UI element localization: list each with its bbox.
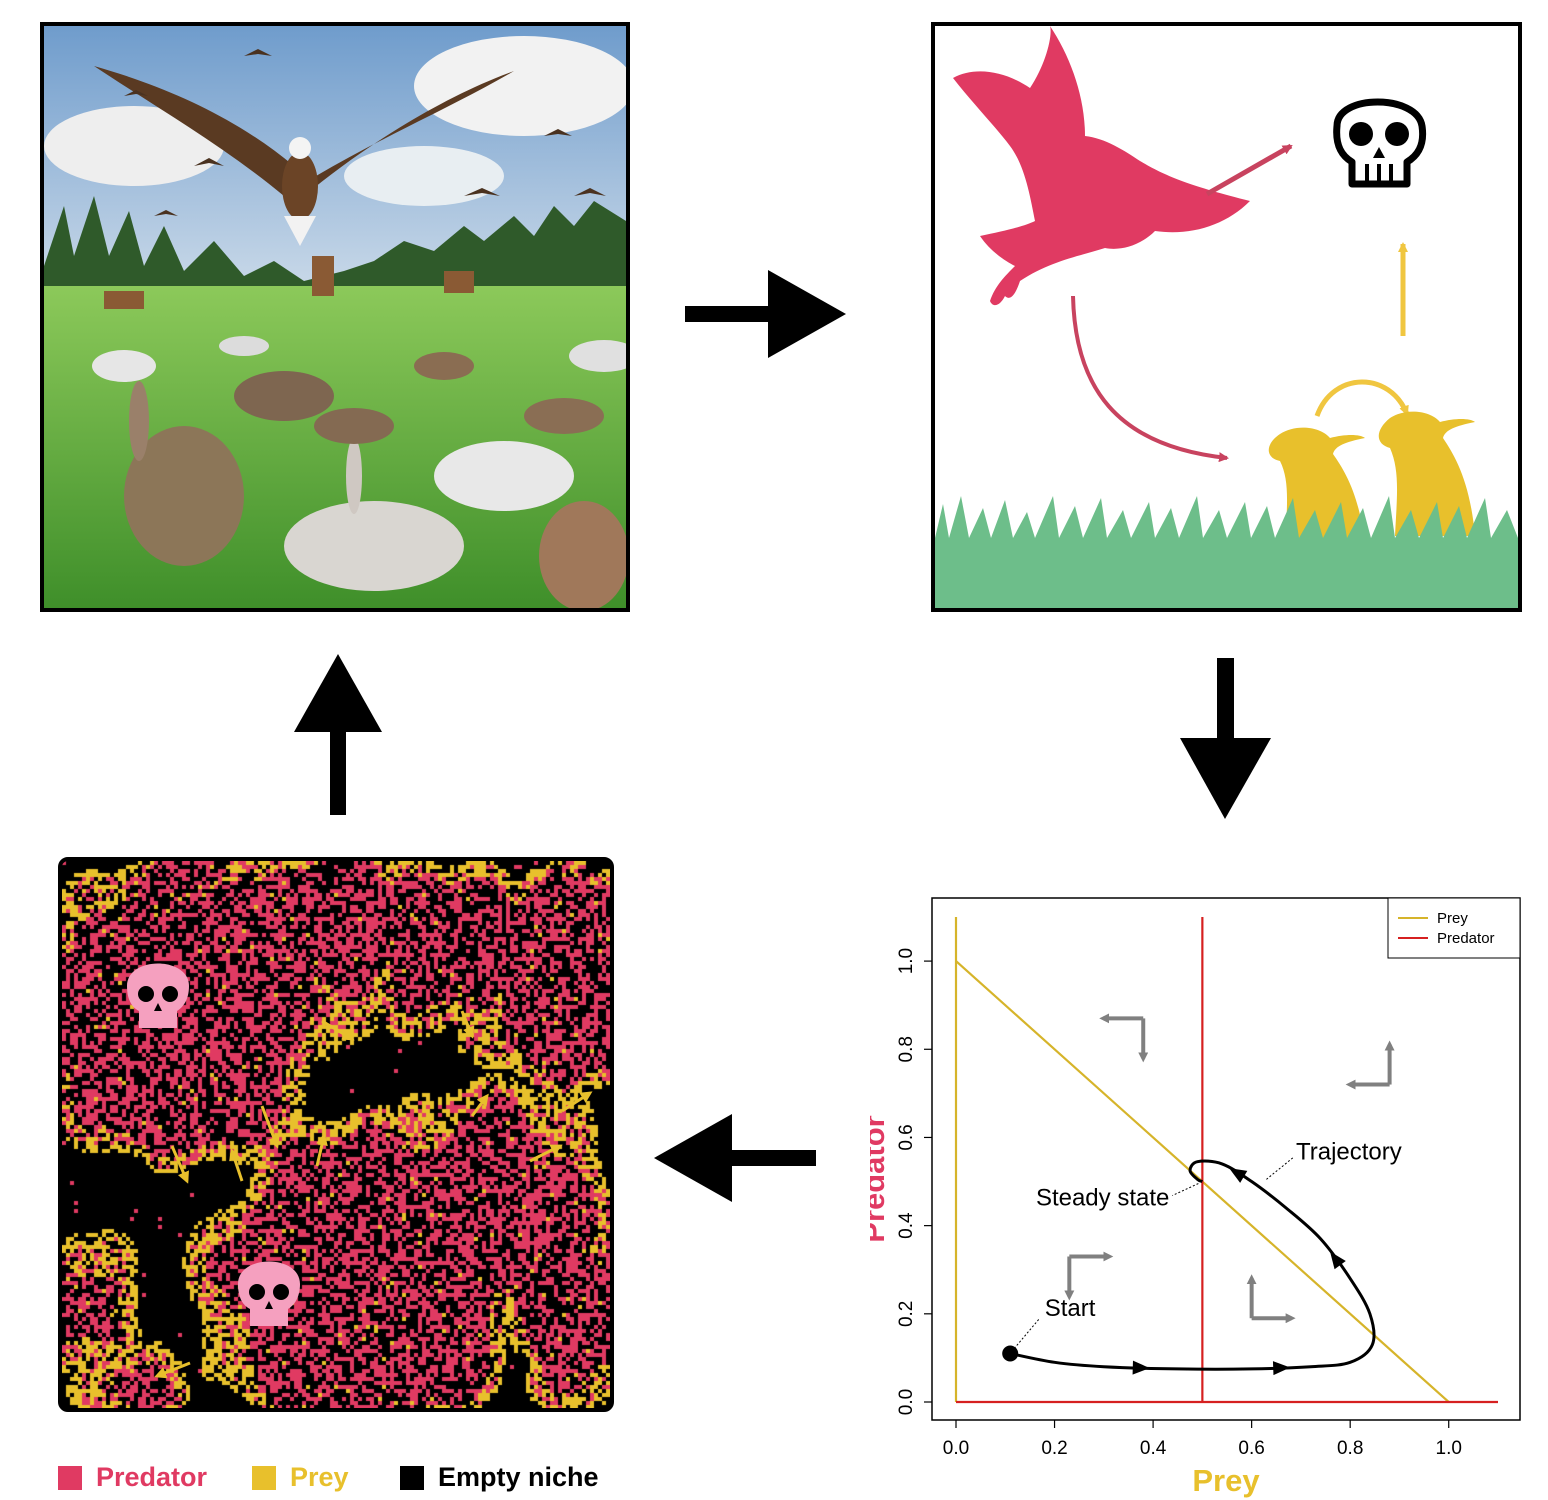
x-tick-label: 0.8 — [1337, 1438, 1363, 1459]
trajectory-direction-arrow — [1229, 1168, 1248, 1183]
interaction-schematic — [931, 22, 1522, 612]
trajectory-direction-arrow — [1272, 1361, 1291, 1376]
prey-swatch — [252, 1465, 276, 1490]
y-tick-label: 0.2 — [896, 1301, 917, 1327]
predation-arrow — [1071, 295, 1229, 463]
eagles-rabbits-photo — [40, 22, 630, 612]
skull-icon — [238, 1261, 300, 1326]
lattice-simulation — [58, 857, 614, 1412]
x-tick-label: 0.2 — [1041, 1438, 1067, 1459]
lattice-canvas — [62, 861, 610, 1408]
chart-legend-label: Predator — [1437, 930, 1495, 947]
rabbit-herd — [92, 336, 626, 608]
prey-reproduction-arrow — [1314, 379, 1410, 417]
trajectory-leader — [1266, 1156, 1294, 1180]
x-tick-label: 0.6 — [1238, 1438, 1264, 1459]
start-label: Start — [1045, 1295, 1096, 1322]
expansion-arrows — [154, 1010, 593, 1379]
y-tick-label: 0.6 — [896, 1124, 917, 1150]
trajectory-line — [1009, 1159, 1376, 1371]
eagle-icon — [953, 26, 1250, 306]
legend-prey: Prey — [252, 1462, 349, 1493]
lattice-overlay — [127, 963, 593, 1379]
flow-arrow-up — [294, 654, 382, 815]
y-axis-label: Predator — [870, 1115, 891, 1242]
eagle-figure — [94, 66, 514, 246]
skull-icon — [1333, 98, 1427, 188]
x-tick-label: 0.4 — [1140, 1438, 1167, 1459]
trajectory-label: Trajectory — [1296, 1138, 1402, 1165]
legend-empty-label: Empty niche — [438, 1462, 599, 1492]
lattice-legend: Predator Prey Empty niche — [58, 1462, 658, 1498]
y-tick-label: 1.0 — [896, 948, 917, 974]
rabbit-icon — [1268, 411, 1475, 546]
legend-prey-label: Prey — [290, 1462, 349, 1492]
x-axis-label: Prey — [1192, 1463, 1260, 1498]
start-leader — [1013, 1317, 1041, 1349]
empty-swatch — [400, 1465, 424, 1490]
trajectory-direction-arrow — [1132, 1360, 1150, 1375]
meadow-illustration — [44, 26, 626, 608]
deer-figures — [104, 256, 474, 309]
start-point — [1002, 1345, 1019, 1362]
x-tick-label: 0.0 — [943, 1438, 969, 1459]
chart-legend-label: Prey — [1437, 910, 1468, 927]
predator-death-arrow — [1205, 143, 1293, 197]
y-tick-label: 0.0 — [896, 1389, 917, 1415]
predator-swatch — [58, 1465, 82, 1490]
y-tick-label: 0.8 — [896, 1036, 917, 1062]
phase-plane-chart: 0.0 0.2 0.4 0.6 0.8 1.0 0.0 0.2 0.4 0.6 0.8 1.0 Prey… — [870, 880, 1548, 1500]
phase-plane-svg: 0.0 0.2 0.4 0.6 0.8 1.0 0.0 0.2 0.4 0.6 0.8 1.0 Prey… — [870, 897, 1521, 1498]
plot-frame — [931, 897, 1521, 1421]
steady-state-label: Steady state — [1036, 1185, 1169, 1212]
legend-predator-label: Predator — [96, 1462, 208, 1492]
x-tick-label: 1.0 — [1436, 1438, 1462, 1459]
skull-icon — [127, 963, 189, 1028]
flow-arrow-right — [685, 270, 846, 358]
distant-birds — [124, 49, 606, 216]
legend-empty: Empty niche — [400, 1462, 599, 1493]
flow-arrow-down — [1180, 658, 1271, 819]
legend-predator: Predator — [58, 1462, 207, 1493]
flow-arrow-left — [654, 1114, 816, 1202]
trajectory-direction-arrow — [1330, 1251, 1346, 1270]
steady-state-leader — [1172, 1183, 1199, 1196]
y-tick-label: 0.4 — [896, 1212, 917, 1239]
grass-ground — [935, 496, 1518, 608]
chart-legend-box — [1387, 897, 1521, 959]
